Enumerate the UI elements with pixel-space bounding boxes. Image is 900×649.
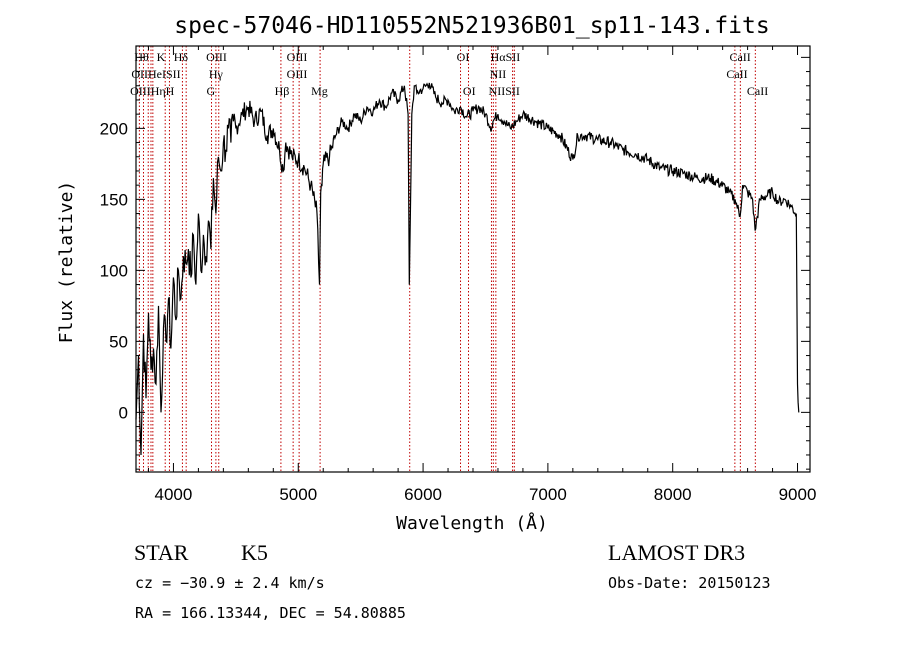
- spectral-line-label: CaII: [747, 84, 768, 98]
- spectral-line-label: Mg: [311, 84, 328, 98]
- spectral-line-label: G: [207, 84, 216, 98]
- spectral-line-label: OIII: [287, 67, 308, 81]
- spectral-line-label: Hγ: [209, 67, 224, 81]
- x-tick-label: 5000: [279, 485, 317, 504]
- object-subclass: K5: [241, 540, 268, 565]
- x-tick-label: 7000: [529, 485, 567, 504]
- spectral-line-label: OI: [463, 84, 476, 98]
- chart-title: spec-57046-HD110552N521936B01_sp11-143.f…: [174, 13, 769, 39]
- spectrum-series-line: [135, 82, 800, 456]
- spectral-line-label: CaII: [726, 67, 747, 81]
- spectral-line-label: OIII: [287, 50, 308, 64]
- spectral-line-label: NIISII: [489, 84, 520, 98]
- spectral-lines-layer: [138, 46, 756, 472]
- spectral-line-label: NII: [490, 67, 507, 81]
- x-tick-label: 6000: [404, 485, 442, 504]
- object-type: STAR: [134, 540, 189, 565]
- spectral-line-label: OI: [457, 50, 470, 64]
- x-axis-label: Wavelength (Å): [396, 512, 548, 534]
- sky-coordinates: RA = 166.13344, DEC = 54.80885: [135, 604, 406, 622]
- y-axis: 0 50 100 150 200: [100, 56, 810, 470]
- spectral-line-label: HαSII: [491, 50, 521, 64]
- spectral-line-label: Hδ: [174, 50, 189, 64]
- spectral-line-label: Hβ: [275, 84, 290, 98]
- x-axis: 4000 5000 6000 7000 8000 9000: [147, 46, 817, 504]
- y-tick-label: 50: [109, 332, 128, 351]
- spectral-line-label: OIIIHηH: [130, 84, 175, 98]
- y-tick-label: 100: [100, 261, 128, 280]
- spectral-line-label: K: [157, 50, 166, 64]
- spectral-line-label: OIII: [206, 50, 227, 64]
- x-tick-label: 9000: [779, 485, 817, 504]
- spectral-line-label: OIIHeISII: [131, 67, 180, 81]
- redshift-cz: cz = −30.9 ± 2.4 km/s: [135, 574, 325, 592]
- y-tick-label: 0: [119, 403, 128, 422]
- y-tick-label: 150: [100, 190, 128, 209]
- y-axis-label: Flux (relative): [56, 181, 77, 344]
- x-tick-label: 4000: [155, 485, 193, 504]
- spectral-line-label: CaII: [729, 50, 750, 64]
- x-tick-label: 8000: [654, 485, 692, 504]
- survey-name: LAMOST DR3: [608, 540, 746, 565]
- observation-date: Obs-Date: 20150123: [608, 574, 771, 592]
- y-tick-label: 200: [100, 119, 128, 138]
